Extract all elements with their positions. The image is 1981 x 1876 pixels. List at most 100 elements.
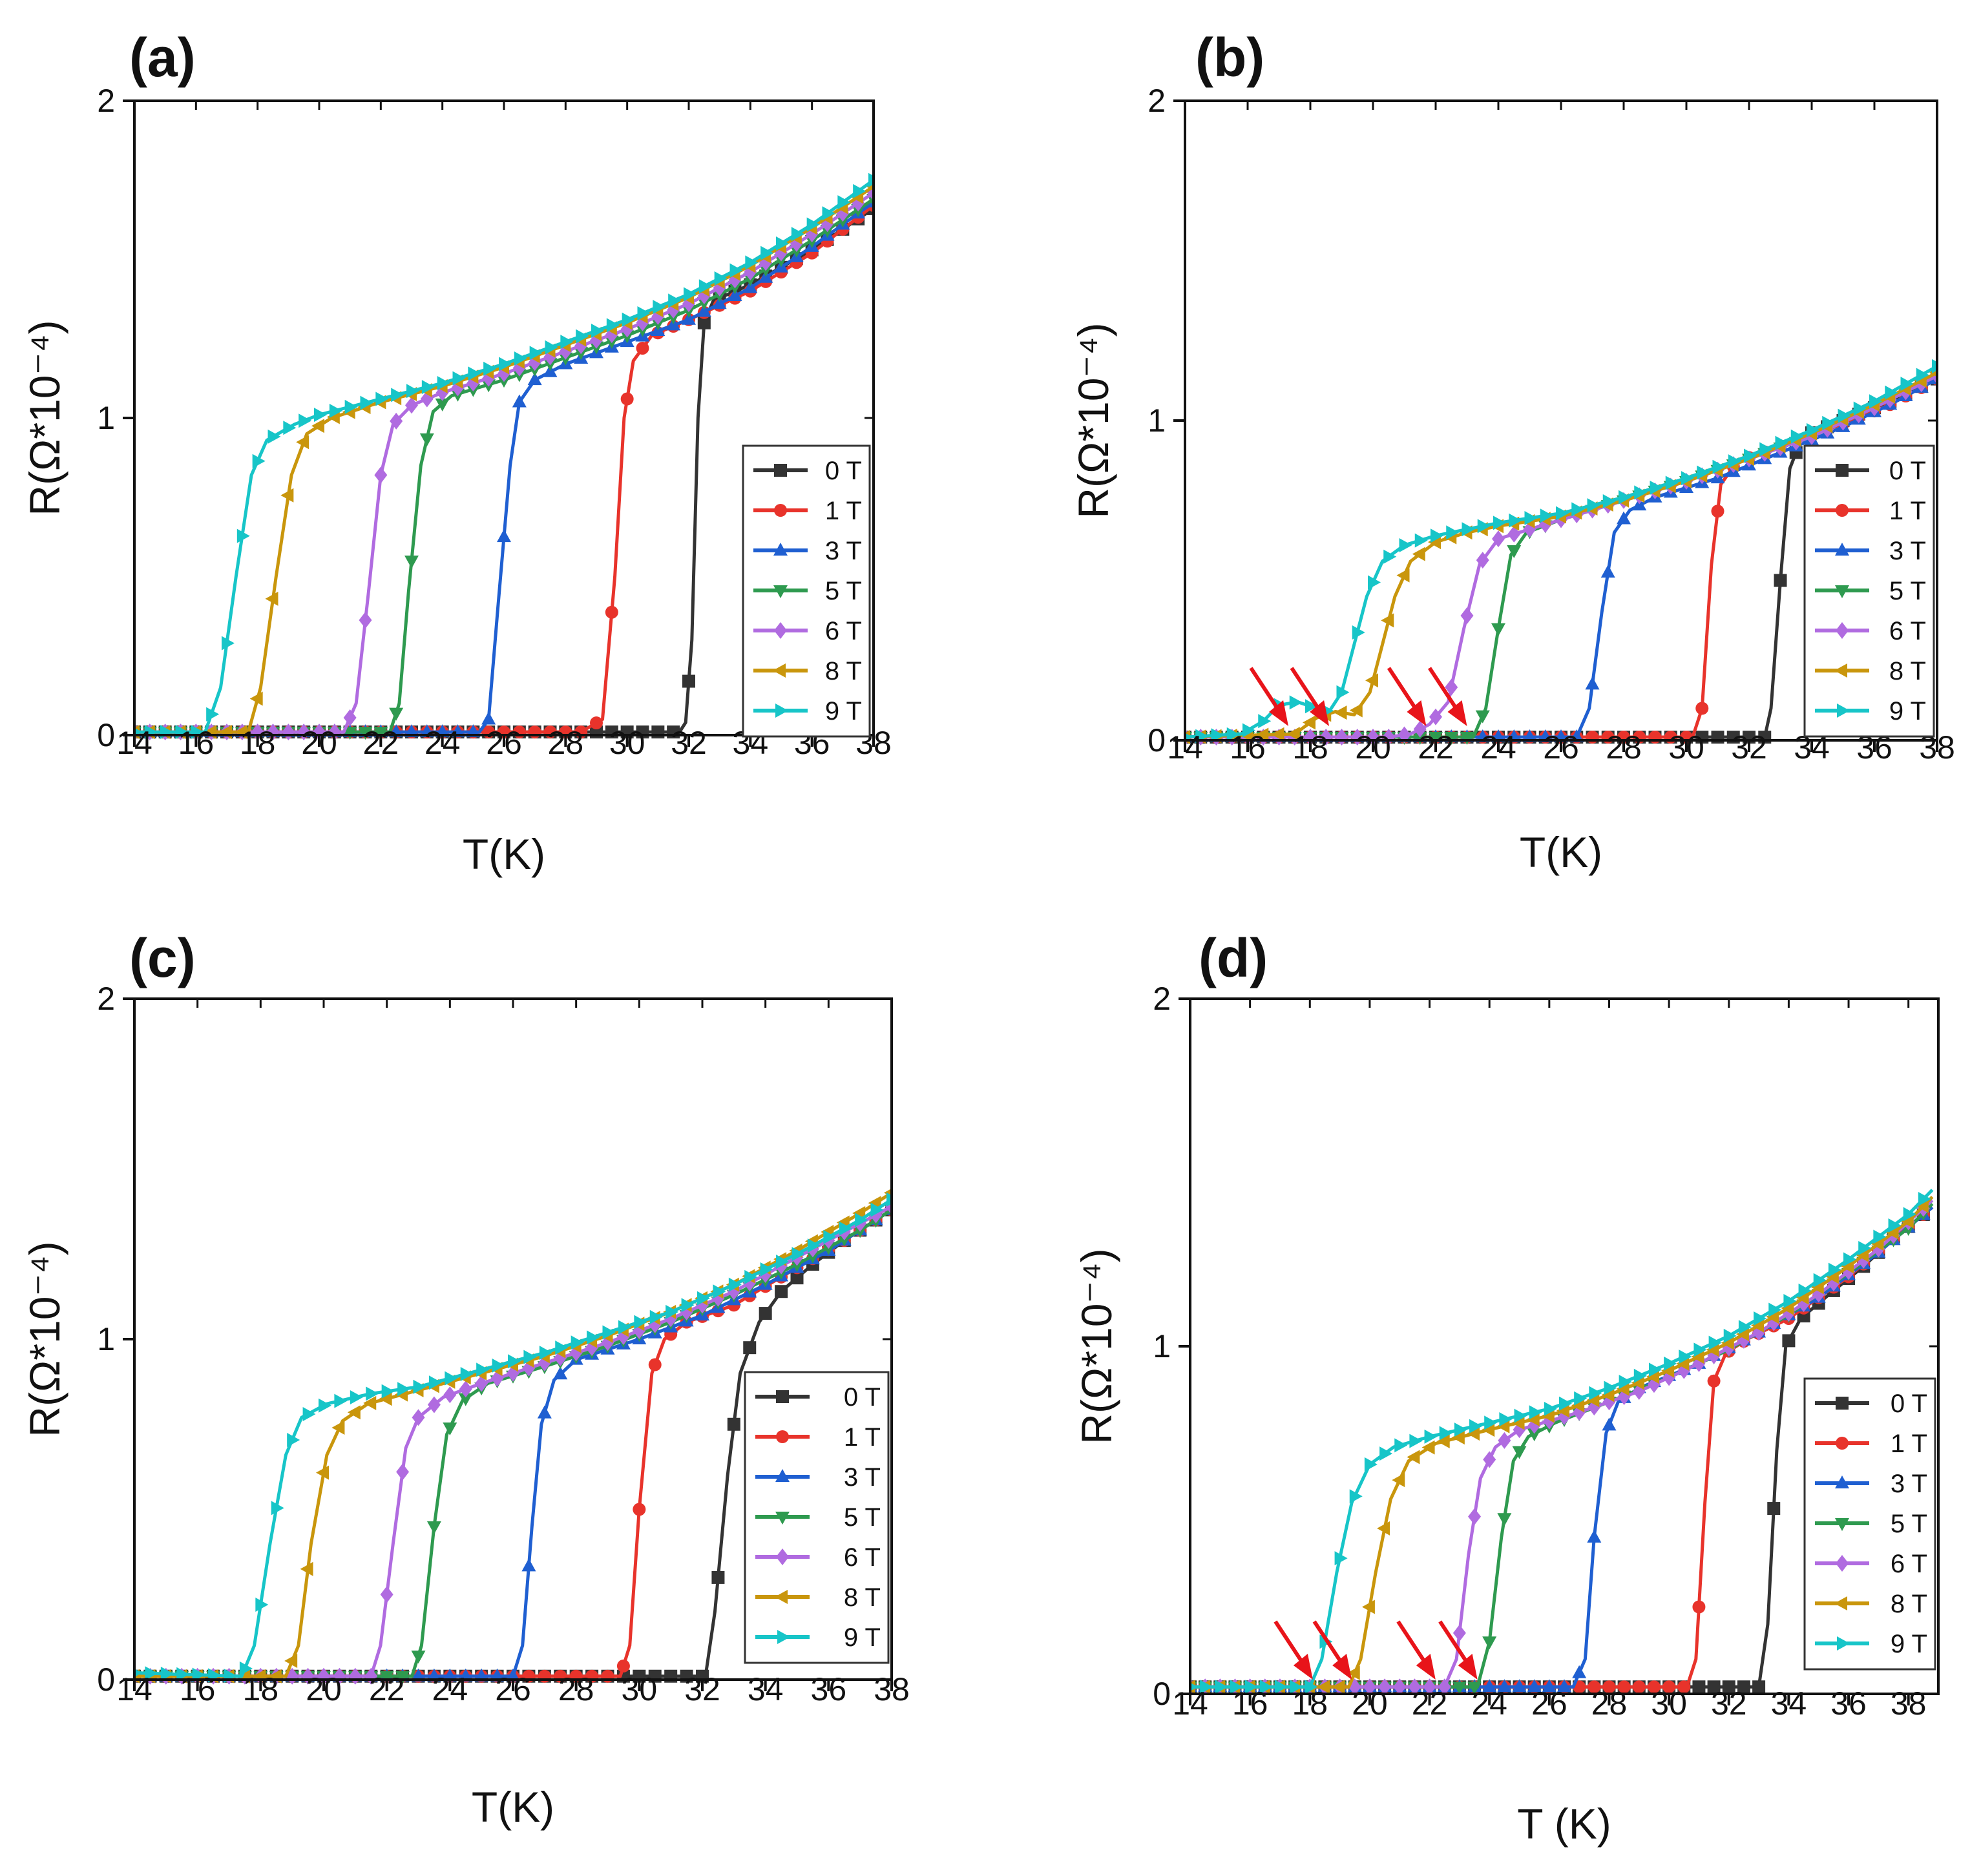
x-tick-label: 22 — [1418, 729, 1454, 766]
x-tick-label: 26 — [1531, 1685, 1567, 1722]
data-point — [1869, 394, 1882, 409]
x-tick-label: 24 — [432, 1671, 468, 1707]
legend-marker — [775, 1590, 788, 1604]
data-point — [1469, 1419, 1483, 1433]
data-point — [1412, 547, 1425, 561]
data-point — [1681, 471, 1694, 486]
data-point — [545, 340, 558, 355]
legend-marker — [1837, 1636, 1850, 1651]
data-point — [591, 323, 604, 338]
data-point — [1242, 723, 1255, 738]
legend-marker — [775, 1512, 790, 1525]
legend-label: 9 T — [844, 1623, 881, 1652]
legend-label: 9 T — [825, 697, 862, 725]
data-point — [668, 293, 682, 308]
annotation-arrow — [1396, 1620, 1436, 1680]
data-point — [1711, 731, 1724, 744]
legend-marker — [776, 1430, 789, 1443]
data-point — [1707, 1374, 1721, 1388]
data-point — [1414, 533, 1428, 548]
data-point — [239, 1661, 253, 1676]
data-point — [443, 1386, 457, 1404]
data-point — [459, 1381, 472, 1398]
x-tick-label: 30 — [1668, 729, 1704, 766]
data-point — [1712, 459, 1726, 474]
data-point — [1559, 1396, 1572, 1411]
data-point — [1396, 568, 1410, 583]
data-point — [249, 691, 263, 706]
data-point — [1918, 1192, 1931, 1207]
data-point — [445, 1371, 458, 1386]
data-point — [267, 429, 281, 444]
x-tick-label: 18 — [240, 725, 276, 761]
x-tick-label: 20 — [1352, 1685, 1388, 1722]
data-point — [870, 1202, 884, 1217]
legend-label: 3 T — [1891, 1470, 1927, 1498]
legend-item-9t: 9 T — [755, 1623, 881, 1652]
legend-item-1t: 1 T — [1815, 1430, 1927, 1458]
data-point — [791, 1247, 805, 1262]
data-point — [521, 1558, 536, 1572]
data-point — [1588, 1680, 1601, 1694]
data-point — [790, 1271, 804, 1285]
data-point — [1822, 415, 1836, 430]
data-point — [1368, 575, 1381, 590]
data-point — [1467, 1682, 1482, 1695]
data-point — [1452, 1624, 1466, 1642]
legend-label: 9 T — [1891, 1630, 1927, 1658]
data-point — [1903, 1207, 1916, 1222]
y-tick-label: 2 — [1153, 981, 1171, 1017]
legend: 0 T 1 T 3 T 5 T 6 T 8 T 9 T — [742, 444, 871, 738]
data-point — [1604, 1381, 1617, 1395]
data-point — [1383, 549, 1397, 564]
data-point — [1460, 607, 1474, 624]
arrow-head — [1269, 700, 1289, 726]
data-point — [1796, 1290, 1809, 1305]
data-point — [760, 245, 774, 260]
data-point — [1721, 1335, 1734, 1350]
data-point — [206, 707, 220, 722]
data-point — [1781, 1300, 1794, 1315]
data-point — [176, 1667, 190, 1682]
legend-label: 5 T — [1891, 1510, 1927, 1538]
data-point — [590, 716, 603, 730]
data-point — [1871, 1236, 1884, 1251]
data-point — [1317, 1680, 1330, 1694]
data-point — [560, 335, 574, 349]
data-point — [508, 1354, 521, 1369]
legend-item-6t: 6 T — [1815, 1550, 1927, 1578]
legend-item-6t: 6 T — [1815, 617, 1926, 645]
data-point — [397, 1382, 411, 1397]
data-point — [334, 1393, 348, 1408]
data-point — [1557, 1679, 1571, 1693]
data-point — [405, 397, 418, 414]
legend-marker — [774, 504, 787, 517]
data-point — [807, 1238, 821, 1253]
data-point — [1556, 1403, 1569, 1418]
data-point — [1409, 1433, 1423, 1448]
data-point — [1431, 528, 1443, 543]
x-tick-label: 14 — [116, 725, 152, 761]
data-point — [366, 1386, 379, 1401]
y-tick-label: 0 — [97, 717, 115, 753]
data-point — [711, 1570, 725, 1584]
x-tick-label: 24 — [424, 725, 461, 761]
legend-item-0t: 0 T — [1815, 457, 1926, 485]
data-point — [1381, 613, 1394, 628]
data-point — [497, 529, 511, 543]
x-tick-label: 32 — [684, 1671, 720, 1707]
data-point — [1274, 1680, 1288, 1694]
data-point — [745, 255, 759, 270]
data-point — [302, 1406, 316, 1421]
data-point — [319, 1398, 331, 1413]
data-point — [697, 1291, 710, 1306]
data-point — [1782, 1334, 1796, 1348]
data-point — [483, 361, 497, 376]
legend-label: 1 T — [825, 497, 862, 525]
data-point — [602, 1325, 616, 1340]
y-tick-label: 1 — [1153, 1328, 1171, 1364]
x-tick-label: 18 — [243, 1671, 279, 1707]
data-point — [1527, 1679, 1542, 1693]
data-point — [375, 391, 389, 406]
data-point — [1810, 1280, 1824, 1295]
